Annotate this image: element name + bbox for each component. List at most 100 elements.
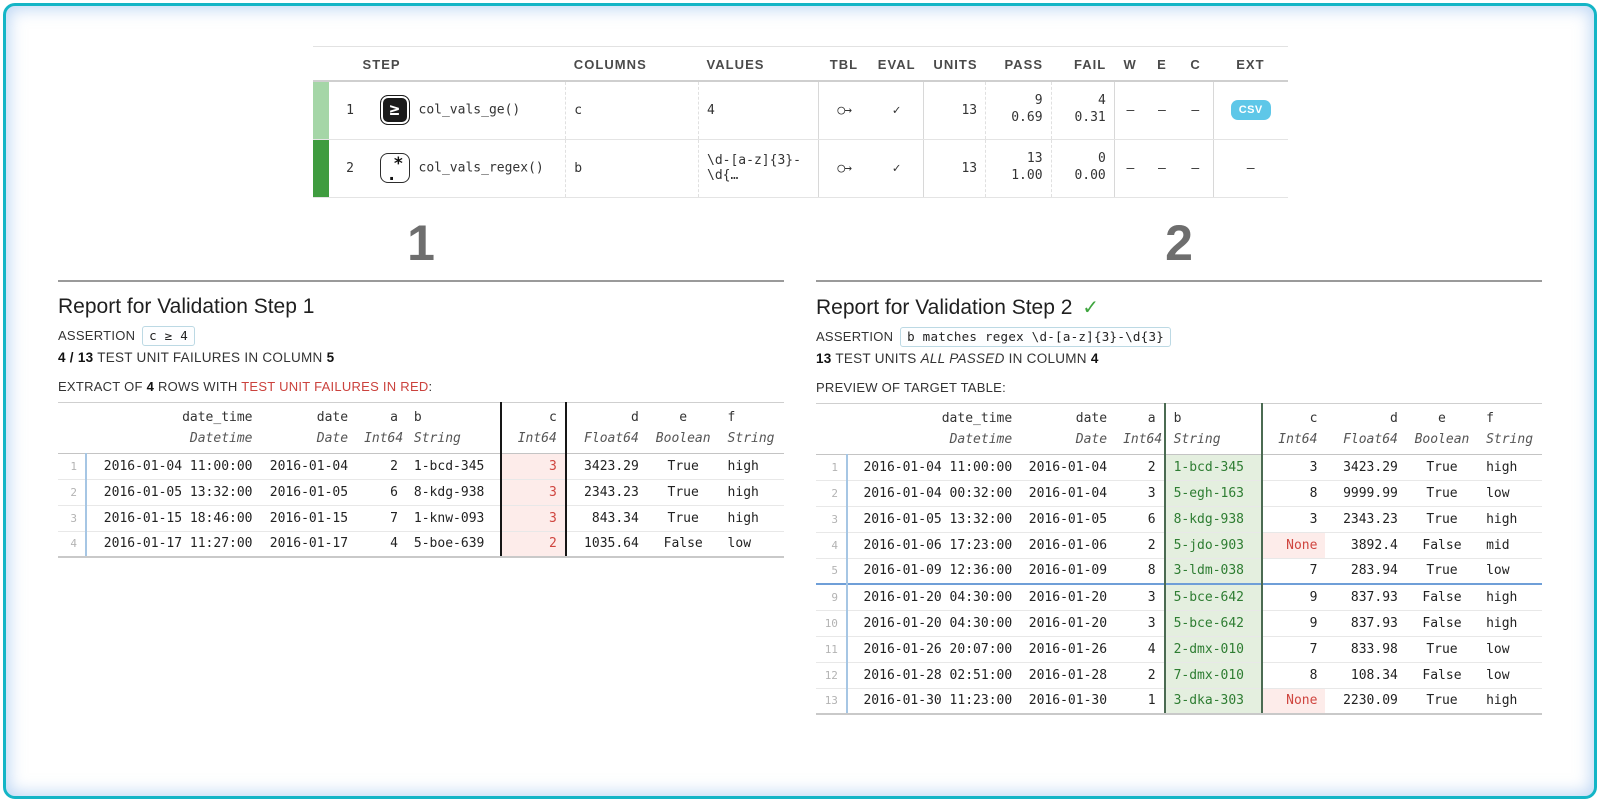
table-transform-icon: ○→ bbox=[817, 139, 870, 198]
cell-e: True bbox=[646, 452, 720, 479]
cell-d: 1035.64 bbox=[565, 530, 647, 558]
cell-f: low bbox=[1478, 557, 1542, 584]
cell-date-time: 2016-01-04 00:32:00 bbox=[846, 479, 1021, 506]
csv-download-button[interactable]: CSV bbox=[1230, 100, 1271, 121]
cell-date-time: 2016-01-20 04:30:00 bbox=[846, 609, 1021, 636]
row-number: 5 bbox=[816, 557, 848, 584]
failures-in-red-text: TEST UNIT FAILURES IN RED bbox=[241, 378, 429, 394]
cell-a: 7 bbox=[356, 504, 406, 531]
cell-f: high bbox=[1478, 687, 1542, 715]
cell-c: 7 bbox=[1261, 635, 1326, 662]
cell-date: 2016-01-30 bbox=[1020, 687, 1116, 715]
cell-date: 2016-01-04 bbox=[1020, 453, 1116, 480]
cell-d: 2230.09 bbox=[1325, 687, 1406, 715]
column-name-row: date_time date a b c d e f bbox=[58, 401, 784, 428]
col-c: c bbox=[500, 401, 567, 428]
type-a: Int64 bbox=[1115, 428, 1165, 455]
cell-date-time: 2016-01-15 18:46:00 bbox=[86, 504, 261, 531]
header-ext: EXT bbox=[1213, 46, 1288, 82]
cell-b-passing: 3-ldm-038 bbox=[1163, 557, 1263, 584]
table-row: 10 2016-01-20 04:30:00 2016-01-20 3 5-bc… bbox=[816, 609, 1542, 636]
cell-a: 4 bbox=[1115, 635, 1165, 662]
cell-f: low bbox=[719, 530, 784, 558]
type-date: Date bbox=[260, 427, 357, 454]
critical-cell: — bbox=[1177, 81, 1214, 140]
type-a: Int64 bbox=[356, 427, 406, 454]
validation-summary-table: STEP COLUMNS VALUES TBL EVAL UNITS PASS … bbox=[312, 46, 1288, 198]
table-row: 4 2016-01-06 17:23:00 2016-01-06 2 5-jdo… bbox=[816, 531, 1542, 558]
values-cell: \d-[a-z]{3}-\d{… bbox=[698, 139, 819, 198]
step1-report-title: Report for Validation Step 1 bbox=[58, 294, 315, 318]
step-function-name: col_vals_ge() bbox=[418, 102, 521, 118]
table-row: 11 2016-01-26 20:07:00 2016-01-26 4 2-dm… bbox=[816, 635, 1542, 662]
col-f: f bbox=[719, 401, 784, 428]
cell-e: False bbox=[1405, 531, 1479, 558]
row-number: 3 bbox=[816, 505, 848, 532]
cell-a: 8 bbox=[1115, 557, 1165, 584]
cell-d: 3892.4 bbox=[1325, 531, 1406, 558]
cell-d: 833.98 bbox=[1325, 635, 1406, 662]
cell-date-time: 2016-01-04 11:00:00 bbox=[846, 453, 1021, 480]
table-row: 5 2016-01-09 12:36:00 2016-01-09 8 3-ldm… bbox=[816, 557, 1542, 584]
units-cell: 13 bbox=[923, 139, 986, 198]
column-name-row: date_time date a b c d e f bbox=[816, 402, 1542, 429]
cell-date: 2016-01-17 bbox=[260, 530, 357, 558]
cell-e: True bbox=[646, 504, 720, 531]
panel-divider bbox=[58, 279, 784, 282]
col-e: e bbox=[646, 401, 720, 428]
type-b: String bbox=[405, 427, 502, 454]
step2-preview-table: date_time date a b c d e f Datetime Date… bbox=[816, 402, 1542, 715]
cell-b-passing: 2-dmx-010 bbox=[1163, 635, 1263, 662]
step2-summary-line: 13 TEST UNITS ALL PASSED IN COLUMN 4 bbox=[816, 350, 1099, 366]
cell-c: 3 bbox=[1261, 505, 1326, 532]
header-pass: PASS bbox=[985, 46, 1052, 82]
cell-date: 2016-01-09 bbox=[1020, 557, 1116, 584]
table-row: 4 2016-01-17 11:27:00 2016-01-17 4 5-boe… bbox=[58, 530, 784, 558]
header-w: W bbox=[1114, 46, 1147, 82]
cell-date-time: 2016-01-28 02:51:00 bbox=[846, 661, 1021, 688]
app-frame: STEP COLUMNS VALUES TBL EVAL UNITS PASS … bbox=[3, 3, 1597, 799]
cell-e: False bbox=[646, 530, 720, 558]
cell-b: 1-knw-093 bbox=[405, 504, 502, 531]
cell-b: 1-bcd-345 bbox=[405, 452, 502, 479]
cell-e: False bbox=[1405, 583, 1479, 610]
row-number: 4 bbox=[58, 530, 88, 558]
warn-cell: — bbox=[1113, 139, 1147, 198]
cell-date: 2016-01-26 bbox=[1020, 635, 1116, 662]
step-function-name: col_vals_regex() bbox=[418, 160, 544, 176]
status-bar-partial-pass bbox=[312, 81, 329, 140]
header-fail: FAIL bbox=[1051, 46, 1115, 82]
cell-b: 8-kdg-938 bbox=[405, 478, 502, 505]
critical-cell: — bbox=[1177, 139, 1214, 198]
cell-date-time: 2016-01-04 11:00:00 bbox=[86, 452, 261, 479]
type-date: Date bbox=[1020, 428, 1116, 455]
table-row: 2 2016-01-04 00:32:00 2016-01-04 3 5-egh… bbox=[816, 479, 1542, 506]
row-number: 1 bbox=[58, 452, 88, 479]
row-number: 12 bbox=[816, 661, 848, 688]
cell-d: 843.34 bbox=[565, 504, 647, 531]
header-e: E bbox=[1146, 46, 1178, 82]
header-c: C bbox=[1177, 46, 1214, 82]
step2-report-title: Report for Validation Step 2 ✓ bbox=[816, 295, 1100, 319]
row-number: 4 bbox=[816, 531, 848, 558]
header-units: UNITS bbox=[923, 46, 986, 82]
type-b: String bbox=[1163, 428, 1263, 455]
table-row: 3 2016-01-05 13:32:00 2016-01-05 6 8-kdg… bbox=[816, 505, 1542, 532]
report-panels: 1 Report for Validation Step 1 ASSERTION… bbox=[6, 214, 1594, 715]
cell-b-passing: 5-bce-642 bbox=[1163, 583, 1263, 610]
fail-cell: 0 0.00 bbox=[1050, 139, 1115, 198]
type-c: Int64 bbox=[1261, 428, 1326, 455]
cell-date: 2016-01-04 bbox=[1020, 479, 1116, 506]
cell-date: 2016-01-20 bbox=[1020, 583, 1116, 610]
step2-report-panel: 2 Report for Validation Step 2 ✓ ASSERTI… bbox=[816, 214, 1542, 715]
step2-marker: 2 bbox=[1165, 214, 1193, 271]
step2-preview-label: PREVIEW OF TARGET TABLE: bbox=[816, 379, 1006, 395]
cell-b-passing: 8-kdg-938 bbox=[1163, 505, 1263, 532]
col-d: d bbox=[1325, 402, 1406, 429]
cell-b-passing: 1-bcd-345 bbox=[1163, 453, 1263, 480]
pass-cell: 9 0.69 bbox=[985, 81, 1052, 140]
table-row: 9 2016-01-20 04:30:00 2016-01-20 3 5-bce… bbox=[816, 583, 1542, 610]
extract-cell: — bbox=[1212, 139, 1288, 198]
col-date: date bbox=[260, 401, 357, 428]
cell-c: 3 bbox=[1261, 453, 1326, 480]
